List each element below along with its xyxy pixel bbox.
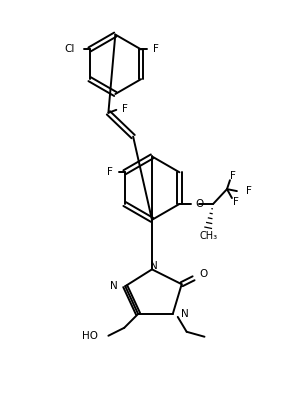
Text: F: F: [153, 44, 159, 54]
Text: N: N: [109, 281, 117, 291]
Text: HO: HO: [83, 331, 98, 341]
Text: O: O: [199, 269, 208, 279]
Text: N: N: [181, 309, 188, 319]
Text: F: F: [246, 186, 252, 196]
Text: CH₃: CH₃: [199, 231, 217, 241]
Text: N: N: [150, 262, 158, 271]
Text: F: F: [122, 104, 128, 114]
Text: O: O: [195, 199, 204, 209]
Text: F: F: [230, 171, 236, 181]
Text: Cl: Cl: [64, 44, 75, 54]
Text: F: F: [233, 197, 239, 207]
Text: F: F: [107, 167, 113, 177]
